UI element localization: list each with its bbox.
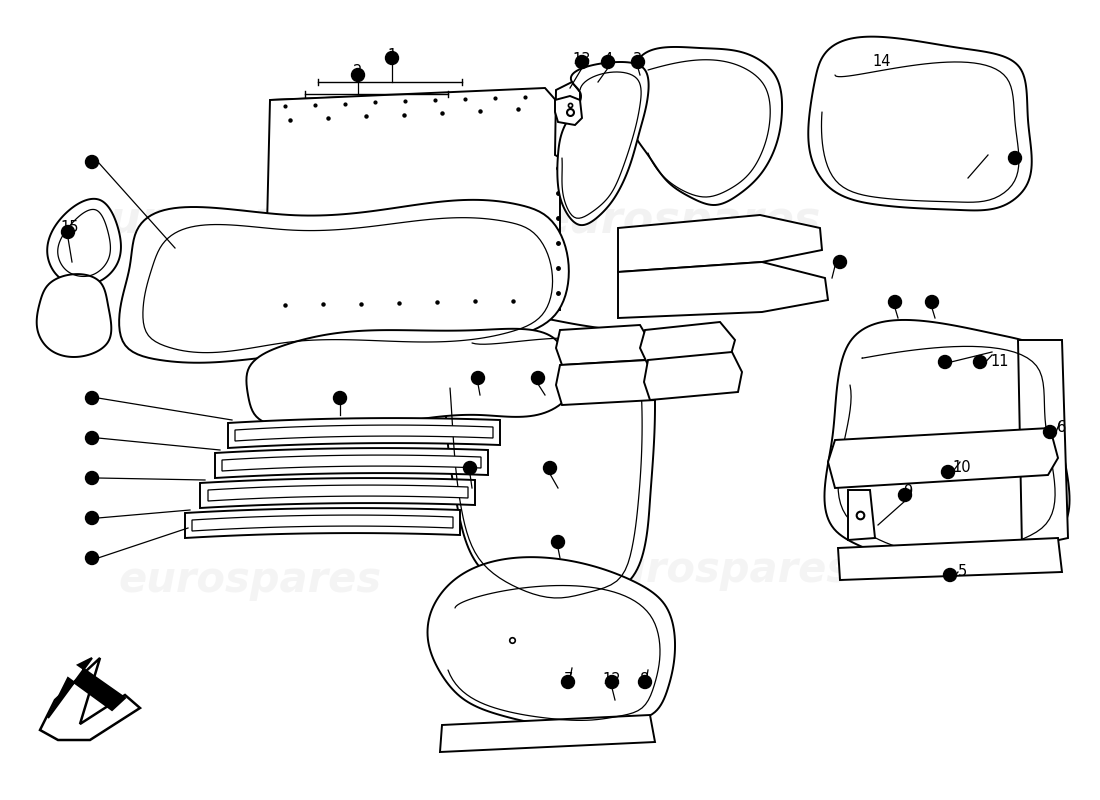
Polygon shape xyxy=(828,428,1058,488)
Polygon shape xyxy=(440,715,654,752)
Polygon shape xyxy=(290,102,548,127)
Polygon shape xyxy=(644,352,743,400)
Circle shape xyxy=(561,675,574,689)
Circle shape xyxy=(899,489,912,502)
Polygon shape xyxy=(848,490,874,540)
Text: 11: 11 xyxy=(991,354,1010,370)
Circle shape xyxy=(86,551,99,565)
Circle shape xyxy=(86,471,99,485)
Polygon shape xyxy=(556,325,650,365)
Text: 7: 7 xyxy=(563,673,573,687)
Circle shape xyxy=(86,511,99,525)
Text: 15: 15 xyxy=(60,221,79,235)
Polygon shape xyxy=(825,320,1069,563)
Circle shape xyxy=(602,55,615,69)
Polygon shape xyxy=(1018,340,1068,548)
Text: eurospares: eurospares xyxy=(588,549,851,591)
Text: 8: 8 xyxy=(640,673,650,687)
Circle shape xyxy=(889,295,902,309)
Polygon shape xyxy=(265,88,560,320)
Circle shape xyxy=(86,431,99,445)
Polygon shape xyxy=(558,62,649,225)
Text: 14: 14 xyxy=(872,54,891,70)
Circle shape xyxy=(543,462,557,474)
Polygon shape xyxy=(640,322,735,365)
Text: 9: 9 xyxy=(903,485,913,499)
Polygon shape xyxy=(556,96,582,125)
Circle shape xyxy=(1044,426,1056,438)
Polygon shape xyxy=(214,448,488,478)
Text: 6: 6 xyxy=(1057,421,1067,435)
Polygon shape xyxy=(36,274,111,357)
Polygon shape xyxy=(808,37,1032,210)
Polygon shape xyxy=(270,90,556,113)
Circle shape xyxy=(352,69,364,82)
Circle shape xyxy=(385,51,398,65)
Text: 3: 3 xyxy=(634,53,642,67)
Circle shape xyxy=(631,55,645,69)
Text: 13: 13 xyxy=(573,53,591,67)
Polygon shape xyxy=(48,658,125,718)
Polygon shape xyxy=(192,515,453,531)
Polygon shape xyxy=(444,314,654,605)
Polygon shape xyxy=(618,215,822,272)
Circle shape xyxy=(974,355,987,369)
Circle shape xyxy=(575,55,589,69)
Polygon shape xyxy=(246,329,570,431)
Polygon shape xyxy=(185,508,460,538)
Polygon shape xyxy=(222,455,481,471)
Polygon shape xyxy=(618,262,828,318)
Polygon shape xyxy=(838,538,1062,580)
Circle shape xyxy=(86,155,99,169)
Circle shape xyxy=(925,295,938,309)
Text: 12: 12 xyxy=(603,673,622,687)
Polygon shape xyxy=(228,418,500,448)
Circle shape xyxy=(463,462,476,474)
Circle shape xyxy=(551,535,564,549)
Text: 10: 10 xyxy=(953,461,971,475)
Circle shape xyxy=(62,226,75,238)
Circle shape xyxy=(938,355,952,369)
Circle shape xyxy=(472,371,484,385)
Circle shape xyxy=(531,371,544,385)
Text: 5: 5 xyxy=(957,565,967,579)
Polygon shape xyxy=(556,82,580,162)
Circle shape xyxy=(638,675,651,689)
Circle shape xyxy=(333,391,346,405)
Circle shape xyxy=(86,391,99,405)
Polygon shape xyxy=(119,200,569,362)
Text: eurospares: eurospares xyxy=(539,198,821,242)
Polygon shape xyxy=(556,360,658,405)
Polygon shape xyxy=(628,47,782,205)
Circle shape xyxy=(944,569,957,582)
Polygon shape xyxy=(47,199,121,286)
Polygon shape xyxy=(428,557,675,729)
Polygon shape xyxy=(200,478,475,508)
Circle shape xyxy=(834,255,847,269)
Polygon shape xyxy=(235,425,493,441)
Text: 4: 4 xyxy=(604,53,613,67)
Circle shape xyxy=(942,466,955,478)
Text: eurospares: eurospares xyxy=(119,559,382,601)
Polygon shape xyxy=(208,485,468,501)
Text: eurospares: eurospares xyxy=(79,198,361,242)
Circle shape xyxy=(605,675,618,689)
Text: 2: 2 xyxy=(353,65,363,79)
Text: 1: 1 xyxy=(387,47,397,62)
Circle shape xyxy=(1009,151,1022,165)
Polygon shape xyxy=(40,658,140,740)
